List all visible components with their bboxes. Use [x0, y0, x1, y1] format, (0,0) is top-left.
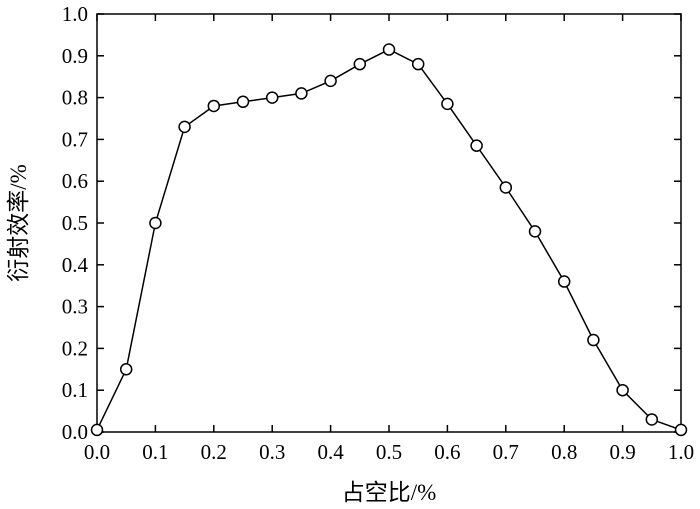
y-tick-label: 0.6 [62, 169, 88, 193]
data-point [528, 225, 542, 238]
data-point [674, 423, 688, 437]
data-point [382, 43, 396, 56]
y-axis-title: 衍射效率/% [6, 164, 31, 282]
data-point [90, 423, 104, 437]
x-tick-label: 0.3 [259, 440, 285, 464]
data-point [178, 120, 191, 134]
axis-ticks [96, 13, 682, 433]
x-axis-title: 占空比/% [342, 480, 437, 505]
series-line [96, 48, 682, 431]
x-tick-label: 0.2 [201, 440, 227, 464]
x-tick-label: 1.0 [668, 440, 694, 464]
data-point [265, 91, 279, 104]
y-tick-label: 0.5 [62, 211, 88, 235]
y-tick-label: 0.7 [62, 127, 88, 151]
y-tick-label: 1.0 [62, 2, 88, 26]
x-tick-label: 0.9 [609, 440, 635, 464]
data-point [470, 139, 483, 152]
data-point [499, 181, 513, 194]
x-tick-label: 0.1 [142, 440, 168, 464]
x-tick-label: 0.0 [84, 440, 110, 464]
data-point [149, 216, 162, 230]
y-tick-label: 0.3 [62, 295, 88, 319]
y-tick-label: 0.2 [62, 336, 88, 360]
data-point [616, 383, 629, 397]
data-point [645, 413, 659, 426]
x-tick-label: 0.4 [317, 440, 344, 464]
data-point [295, 87, 308, 100]
x-tick-label: 0.8 [551, 440, 577, 464]
y-tick-labels: 0.0 0.1 0.2 0.3 0.4 0.5 0.6 0.7 0.8 0.9 1.0 [62, 2, 89, 444]
plot-frame [96, 13, 682, 433]
data-point [119, 363, 133, 376]
x-tick-label: 0.6 [434, 440, 460, 464]
series-markers [90, 43, 688, 437]
data-point [353, 57, 367, 71]
x-tick-label: 0.5 [376, 440, 402, 464]
y-tick-label: 0.0 [62, 420, 88, 444]
x-tick-labels: 0.0 0.1 0.2 0.3 0.4 0.5 0.6 0.7 0.8 0.9 1.0 [84, 440, 694, 464]
y-tick-label: 0.4 [62, 253, 89, 277]
data-point [411, 57, 425, 71]
y-tick-label: 0.8 [62, 86, 88, 110]
data-point [557, 275, 571, 288]
x-tick-label: 0.7 [493, 440, 519, 464]
data-point [587, 333, 600, 347]
data-point [441, 97, 454, 111]
y-tick-label: 0.9 [62, 44, 88, 68]
y-tick-label: 0.1 [62, 378, 88, 402]
data-point [236, 95, 250, 109]
data-point [207, 99, 221, 113]
data-point [324, 74, 337, 88]
